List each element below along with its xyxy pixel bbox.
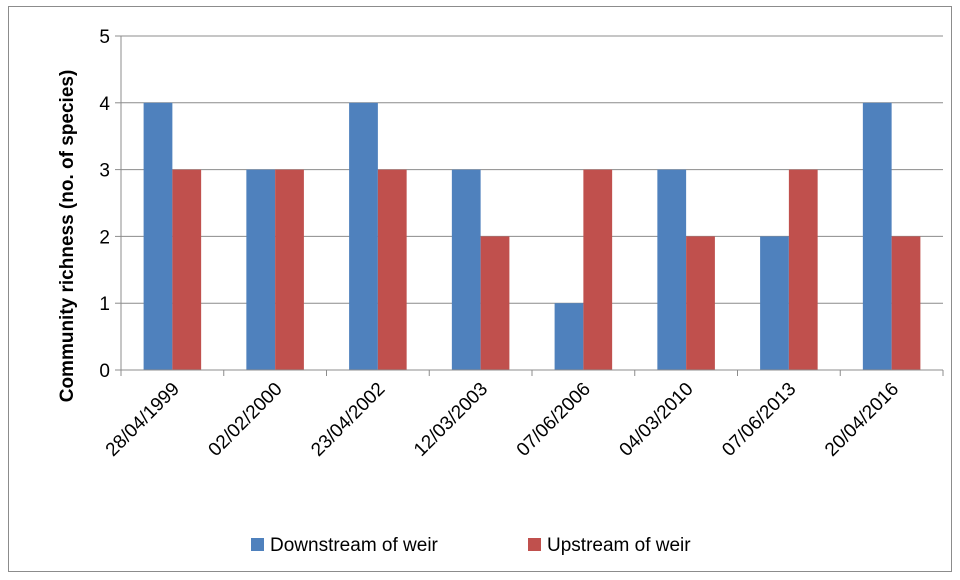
x-tick-label: 04/03/2010	[616, 379, 698, 461]
bar-upstream	[480, 236, 510, 370]
bar-upstream	[172, 169, 202, 370]
bar-downstream	[760, 236, 789, 370]
y-tick-label: 0	[99, 361, 110, 382]
y-tick-label: 5	[99, 27, 110, 48]
y-tick-label: 2	[99, 227, 110, 248]
bar-downstream	[349, 102, 378, 371]
bar-upstream	[891, 236, 921, 370]
legend: Downstream of weir Upstream of weir	[251, 535, 691, 556]
legend-label-upstream: Upstream of weir	[547, 535, 691, 556]
bars	[143, 102, 921, 371]
gridlines	[121, 35, 943, 304]
bar-upstream	[583, 169, 613, 370]
legend-swatch-upstream	[528, 538, 541, 551]
bar-upstream	[377, 169, 407, 370]
bar-downstream	[143, 102, 173, 371]
bar-upstream	[686, 236, 715, 370]
x-tick-label: 07/06/2006	[513, 379, 595, 461]
legend-label-downstream: Downstream of weir	[270, 535, 439, 556]
x-tick-label: 12/03/2003	[410, 379, 492, 461]
axes	[115, 35, 944, 376]
y-axis-title: Community richness (no. of species)	[57, 70, 78, 403]
y-tick-label: 4	[99, 94, 110, 115]
bar-downstream	[657, 169, 687, 370]
legend-swatch-downstream	[251, 538, 264, 551]
x-tick-label: 02/02/2000	[205, 379, 287, 461]
bar-upstream	[788, 169, 818, 370]
bar-downstream	[246, 169, 276, 370]
x-tick-labels: 28/04/1999 02/02/2000 23/04/2002 12/03/2003…	[102, 379, 903, 461]
bar-downstream	[554, 303, 584, 370]
y-tick-label: 1	[99, 294, 110, 315]
x-tick-label: 07/06/2013	[718, 379, 800, 461]
bar-downstream	[451, 169, 481, 370]
bar-upstream	[275, 169, 304, 370]
x-tick-label: 23/04/2002	[307, 379, 389, 461]
x-tick-label: 20/04/2016	[821, 379, 903, 461]
y-tick-labels: 0 1 2 3 4 5	[99, 27, 110, 382]
y-tick-label: 3	[99, 161, 110, 182]
bar-downstream	[862, 102, 892, 371]
x-tick-label: 28/04/1999	[102, 379, 184, 461]
